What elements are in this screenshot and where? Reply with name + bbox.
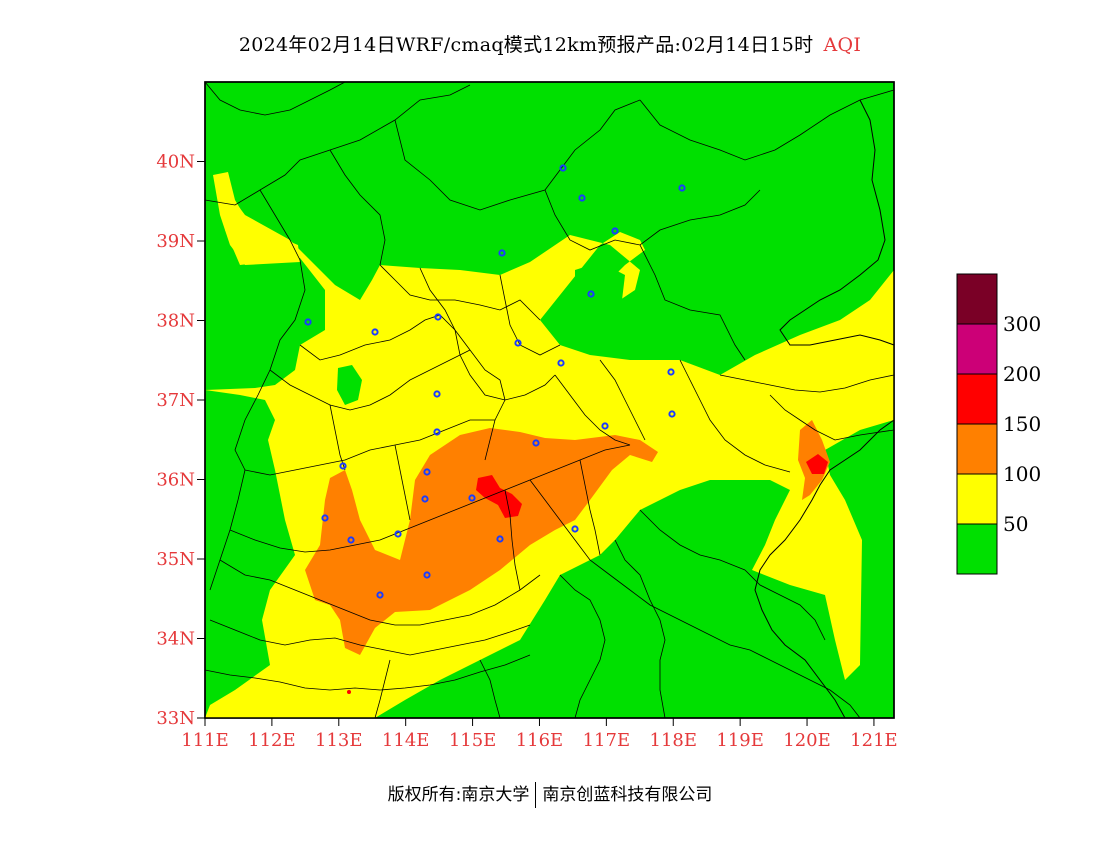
station-marker — [611, 227, 619, 235]
station-marker — [321, 514, 329, 522]
aqi-50-100-region — [213, 172, 300, 265]
aqi-150-200-region — [476, 475, 522, 518]
aqi-150-200-region — [806, 454, 828, 474]
lat-tick-label: 40N — [156, 152, 195, 173]
legend-label: 100 — [1003, 462, 1041, 486]
copyright-right: 南京创蓝科技有限公司 — [542, 785, 713, 805]
copyright-left: 版权所有:南京大学 — [387, 785, 530, 805]
legend-color-box — [956, 423, 998, 475]
station-marker — [421, 495, 429, 503]
lon-tick-label: 114E — [382, 730, 430, 751]
lon-tick-label: 116E — [516, 730, 564, 751]
lat-tick-label: 39N — [156, 231, 195, 252]
copyright-footer: 版权所有:南京大学 南京创蓝科技有限公司 — [0, 780, 1100, 808]
lat-tick-label: 33N — [156, 708, 195, 729]
lon-tick-label: 111E — [181, 730, 229, 751]
title-main: 2024年02月14日WRF/cmaq模式12km预报产品:02月14日15时 — [238, 34, 814, 56]
lon-tick-label: 121E — [850, 730, 898, 751]
latitude-axis: 40N 39N 38N 37N 36N 35N 34N 33N — [156, 152, 205, 729]
legend-color-box — [956, 473, 998, 525]
station-marker — [371, 328, 379, 336]
lon-tick-label: 115E — [449, 730, 497, 751]
station-marker — [468, 494, 476, 502]
aqi-legend: 300 200 150 100 50 — [956, 273, 1041, 575]
station-marker — [667, 368, 675, 376]
legend-label: 150 — [1003, 412, 1041, 436]
station-marker — [304, 318, 312, 326]
aqi-150-200-spot — [347, 690, 351, 694]
lon-tick-label: 119E — [716, 730, 764, 751]
lon-tick-label: 118E — [650, 730, 698, 751]
station-marker — [339, 462, 347, 470]
legend-color-box — [956, 373, 998, 425]
lat-tick-label: 36N — [156, 470, 195, 491]
lon-tick-label: 113E — [315, 730, 363, 751]
legend-label: 300 — [1003, 312, 1041, 336]
station-marker — [423, 468, 431, 476]
station-marker — [376, 591, 384, 599]
lon-tick-label: 112E — [248, 730, 296, 751]
lat-tick-label: 34N — [156, 629, 195, 650]
aqi-0-50-region — [575, 262, 625, 312]
admin-boundaries — [204, 81, 895, 719]
station-marker — [601, 422, 609, 430]
station-marker — [557, 359, 565, 367]
station-marker — [433, 390, 441, 398]
station-marker — [571, 525, 579, 533]
longitude-axis: 111E 112E 113E 114E 115E 116E 117E 118E 119E 120E… — [181, 718, 898, 751]
station-marker — [394, 530, 402, 538]
station-marker — [559, 164, 567, 172]
station-marker — [433, 428, 441, 436]
coastline — [754, 99, 895, 719]
station-marker — [498, 249, 506, 257]
title-variable: AQI — [823, 34, 862, 56]
lat-tick-label: 38N — [156, 311, 195, 332]
station-markers — [304, 164, 686, 599]
lon-tick-label: 120E — [783, 730, 831, 751]
lon-tick-label: 117E — [583, 730, 631, 751]
aqi-0-50-region — [337, 365, 362, 405]
legend-label: 50 — [1003, 512, 1028, 536]
legend-color-box — [956, 323, 998, 375]
station-marker — [496, 535, 504, 543]
station-marker — [514, 339, 522, 347]
station-marker — [347, 536, 355, 544]
lat-tick-label: 35N — [156, 549, 195, 570]
legend-color-box — [956, 273, 998, 325]
legend-color-box — [956, 523, 998, 575]
aqi-fields — [205, 172, 894, 718]
station-marker — [578, 194, 586, 202]
station-marker — [668, 410, 676, 418]
station-marker — [587, 290, 595, 298]
station-marker — [423, 571, 431, 579]
map-title: 2024年02月14日WRF/cmaq模式12km预报产品:02月14日15时 A… — [0, 30, 1100, 57]
footer-divider — [535, 782, 537, 808]
station-marker — [434, 313, 442, 321]
legend-label: 200 — [1003, 362, 1041, 386]
aqi-100-150-region — [305, 428, 658, 655]
station-marker — [532, 439, 540, 447]
lat-tick-label: 37N — [156, 390, 195, 411]
station-marker — [678, 184, 686, 192]
